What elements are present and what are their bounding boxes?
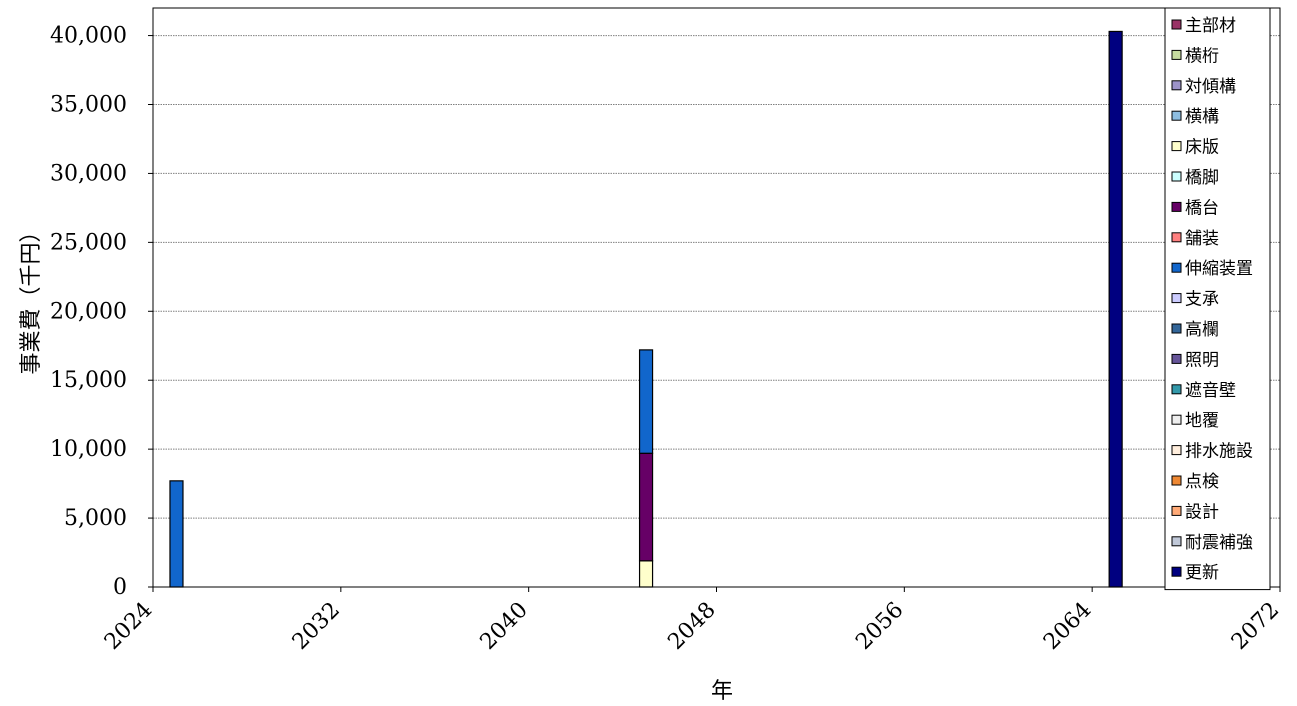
y-tick-label: 10,000 bbox=[50, 437, 127, 462]
legend-label: 橋台 bbox=[1185, 198, 1219, 218]
x-tick-label: 2024 bbox=[100, 598, 157, 655]
legend-label: 設計 bbox=[1185, 502, 1219, 522]
legend-swatch bbox=[1171, 19, 1182, 30]
y-tick-label: 20,000 bbox=[50, 299, 127, 324]
legend-swatch bbox=[1171, 171, 1182, 182]
bar-segment bbox=[638, 349, 654, 454]
legend-swatch bbox=[1171, 110, 1182, 121]
y-axis-ticks: 0 5,000 10,000 15,000 20,000 25,000 30,000 35,0… bbox=[50, 24, 153, 600]
y-tick-label: 0 bbox=[113, 575, 127, 600]
legend-label: 橋脚 bbox=[1185, 168, 1219, 188]
legend-label: 横桁 bbox=[1185, 46, 1219, 66]
x-tick-label: 2040 bbox=[476, 598, 533, 655]
bar-segment bbox=[169, 480, 184, 588]
bar-segment bbox=[638, 452, 654, 562]
x-tick-label: 2032 bbox=[288, 598, 345, 655]
legend-swatch bbox=[1171, 505, 1182, 516]
bars bbox=[169, 30, 1123, 588]
y-tick-label: 30,000 bbox=[50, 161, 127, 186]
legend-label: 対傾構 bbox=[1185, 77, 1236, 97]
x-tick-label: 2056 bbox=[851, 598, 908, 655]
gridlines bbox=[153, 35, 1280, 519]
legend-label: 支承 bbox=[1185, 290, 1219, 310]
bar-segment bbox=[1108, 30, 1123, 588]
plot-area-frame bbox=[152, 7, 1281, 588]
legend-label: 床版 bbox=[1185, 138, 1219, 158]
x-tick-label: 2048 bbox=[663, 598, 720, 655]
legend-swatch bbox=[1171, 353, 1182, 364]
legend-label: 照明 bbox=[1185, 350, 1219, 370]
legend-label: 高欄 bbox=[1185, 320, 1219, 340]
legend: 主部材横桁対傾構横構床版橋脚橋台舗装伸縮装置支承高欄照明遮音壁地覆排水施設点検設… bbox=[1164, 7, 1271, 591]
legend-label: 点検 bbox=[1185, 472, 1219, 492]
legend-label: 横構 bbox=[1185, 107, 1219, 127]
legend-box bbox=[1164, 7, 1271, 591]
legend-swatch bbox=[1171, 262, 1182, 273]
legend-swatch bbox=[1171, 141, 1182, 152]
legend-label: 主部材 bbox=[1185, 16, 1236, 36]
legend-swatch bbox=[1171, 49, 1182, 60]
legend-label: 舗装 bbox=[1185, 229, 1219, 249]
y-tick-label: 40,000 bbox=[50, 24, 127, 49]
legend-label: 排水施設 bbox=[1185, 442, 1253, 462]
legend-swatch bbox=[1171, 475, 1182, 486]
legend-swatch bbox=[1171, 566, 1182, 577]
y-tick-label: 5,000 bbox=[64, 506, 127, 531]
y-tick-label: 25,000 bbox=[50, 230, 127, 255]
legend-swatch bbox=[1171, 384, 1182, 395]
legend-label: 地覆 bbox=[1185, 411, 1219, 431]
legend-swatch bbox=[1171, 445, 1182, 456]
legend-swatch bbox=[1171, 414, 1182, 425]
legend-label: 更新 bbox=[1185, 563, 1219, 583]
bar-segment bbox=[638, 560, 654, 588]
y-tick-label: 35,000 bbox=[50, 93, 127, 118]
legend-swatch bbox=[1171, 536, 1182, 547]
x-axis-ticks: 2024 2032 2040 2048 2056 2064 2072 bbox=[100, 587, 1284, 655]
legend-swatch bbox=[1171, 80, 1182, 91]
legend-label: 耐震補強 bbox=[1185, 533, 1253, 553]
x-tick-label: 2064 bbox=[1039, 598, 1096, 655]
legend-swatch bbox=[1171, 323, 1182, 334]
legend-swatch bbox=[1171, 201, 1182, 212]
legend-label: 遮音壁 bbox=[1185, 381, 1236, 401]
x-tick-label: 2072 bbox=[1227, 598, 1284, 655]
legend-swatch bbox=[1171, 293, 1182, 304]
legend-label: 伸縮装置 bbox=[1185, 259, 1253, 279]
y-axis-title: 事業費（千円） bbox=[19, 220, 44, 374]
legend-swatch bbox=[1171, 232, 1182, 243]
x-axis-title: 年 bbox=[711, 679, 733, 704]
y-tick-label: 15,000 bbox=[50, 368, 127, 393]
